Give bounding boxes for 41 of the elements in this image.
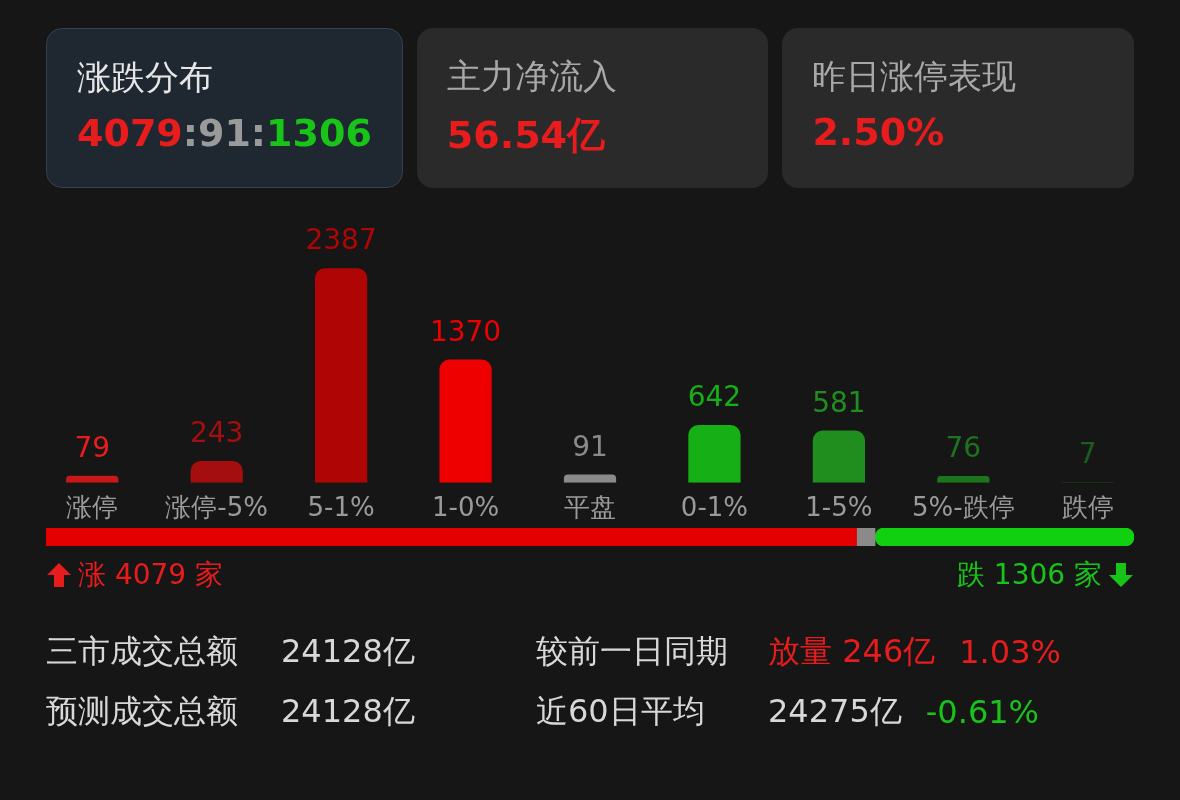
bar	[688, 425, 741, 483]
text: 昨日涨停表现	[812, 55, 1018, 98]
x-tick-label: 涨停	[66, 492, 119, 523]
data-label: 91	[572, 429, 608, 463]
x-tick-label: 1-5%	[805, 492, 873, 523]
x-tick-label: 平盘	[564, 492, 616, 523]
text: 2.50%	[812, 110, 946, 154]
text: 放量 246亿	[768, 631, 936, 672]
text: 涨跌分布	[77, 56, 214, 99]
data-label: 79	[74, 430, 111, 464]
text: 主力净流入	[446, 55, 618, 98]
x-tick-label: 5-1%	[307, 492, 375, 523]
bar	[190, 460, 243, 483]
text: 预测成交总额	[46, 691, 239, 732]
text: 24128亿	[281, 631, 416, 672]
text: 跌 1306 家	[956, 557, 1103, 593]
x-tick-label: 5%-跌停	[912, 492, 1015, 523]
text: 较前一日同期	[536, 631, 729, 672]
x-tick-label: 涨停-5%	[165, 492, 268, 523]
bar	[812, 430, 866, 483]
text: 涨 4079 家	[77, 557, 224, 593]
data-label: 2387	[305, 223, 377, 257]
data-label: 581	[812, 385, 866, 419]
text: -0.61%	[925, 693, 1039, 731]
text: 24128亿	[281, 691, 416, 732]
text: 56.54亿	[446, 112, 607, 159]
text: 4079:91:1306	[77, 111, 372, 155]
text: 近60日平均	[536, 691, 706, 732]
text: 三市成交总额	[46, 631, 239, 672]
x-tick-label: 跌停	[1061, 492, 1114, 523]
data-label: 642	[687, 380, 742, 414]
bar	[439, 359, 492, 483]
x-tick-label: 1-0%	[431, 492, 500, 523]
text: 1.03%	[959, 633, 1061, 671]
data-label: 76	[945, 431, 982, 465]
bar	[314, 268, 368, 483]
x-tick-label: 0-1%	[680, 492, 749, 523]
data-label: 7	[1078, 437, 1097, 471]
data-label: 1370	[429, 314, 502, 348]
data-label: 243	[189, 416, 244, 450]
text: 24275亿	[768, 691, 902, 732]
